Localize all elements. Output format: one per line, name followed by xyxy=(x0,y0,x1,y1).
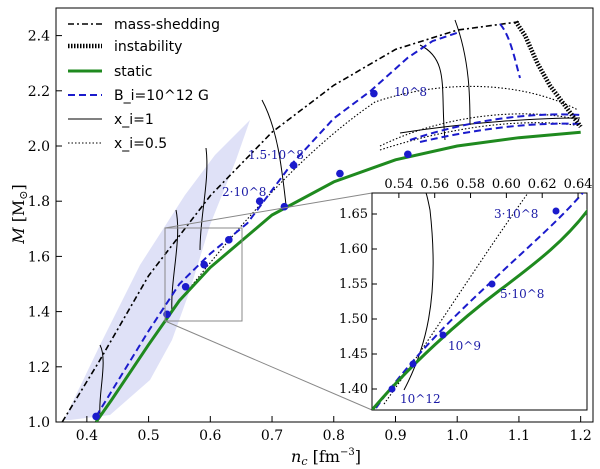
x-axis-label: nc [fm−3] xyxy=(291,447,361,468)
legend-label-static: static xyxy=(114,64,152,80)
inset-xi05-curve xyxy=(383,193,529,405)
legend-label-xi1: x_i=1 xyxy=(114,112,154,128)
inset-x-tick-label: 0.60 xyxy=(492,177,521,192)
field-marker xyxy=(200,260,208,269)
inset-x-tick-label: 0.58 xyxy=(456,177,485,192)
y-tick-label: 1.8 xyxy=(28,194,50,210)
inset-marker xyxy=(552,207,560,215)
x-tick-label: 0.9 xyxy=(384,428,406,444)
inset-annotation-5e8: 5·10^8 xyxy=(500,287,544,301)
x-tick-label: 0.6 xyxy=(199,428,221,444)
field-marker xyxy=(92,412,100,421)
xi1-curve xyxy=(99,344,104,416)
xi1-curve xyxy=(454,19,471,126)
shaded-region xyxy=(64,120,250,420)
legend-label-xi05: x_i=0.5 xyxy=(114,136,167,152)
y-tick-label: 2.0 xyxy=(28,139,50,155)
y-tick-label: 1.6 xyxy=(28,249,50,265)
annotation-1e8: 10^8 xyxy=(394,85,427,99)
xi05-curves xyxy=(169,85,583,314)
field-marker xyxy=(280,202,289,211)
x-tick-label: 1.2 xyxy=(570,428,592,444)
inset-y-tick-label: 1.55 xyxy=(339,277,368,292)
inset-y-tick-label: 1.50 xyxy=(339,312,368,327)
field-marker xyxy=(225,236,233,244)
y-axis-ticks: 1.0 1.2 1.4 1.6 1.8 2.0 2.2 2.4 xyxy=(28,29,62,431)
x-axis-ticks: 0.4 0.5 0.6 0.7 0.8 0.9 1.0 1.1 1.2 xyxy=(76,416,592,444)
zoom-connector xyxy=(164,192,373,229)
zoom-connector xyxy=(164,320,373,411)
inset-y-ticks: 1.40 1.45 1.50 1.55 1.60 1.65 xyxy=(339,207,377,397)
inset-annotation-1e9: 10^9 xyxy=(448,339,481,353)
inset-y-tick-label: 1.40 xyxy=(339,382,368,397)
field-marker xyxy=(370,89,378,98)
inset-annotation-3e8: 3·10^8 xyxy=(494,207,538,221)
field-curve xyxy=(419,122,583,143)
xi1-curve xyxy=(399,117,581,134)
field-marker xyxy=(289,161,298,170)
y-tick-label: 2.4 xyxy=(28,29,50,45)
field-curve xyxy=(499,23,521,79)
inset-marker xyxy=(488,280,496,288)
zoom-box xyxy=(164,227,243,322)
x-tick-label: 0.5 xyxy=(137,428,159,444)
inset-marker xyxy=(439,331,447,339)
inset-y-tick-label: 1.60 xyxy=(339,242,368,257)
inset-marker xyxy=(409,360,417,368)
inset-x-tick-label: 0.64 xyxy=(564,177,593,192)
legend-label-instability: instability xyxy=(114,39,182,55)
annotation-1p5e8: 1.5·10^8 xyxy=(248,148,304,162)
x-tick-label: 0.8 xyxy=(323,428,345,444)
annotation-2e8: 2·10^8 xyxy=(222,185,266,199)
inset-frame xyxy=(371,192,588,411)
x-tick-label: 1.1 xyxy=(508,428,530,444)
inset-y-tick-label: 1.65 xyxy=(339,207,368,222)
legend: mass-shedding instability static B_i=10^… xyxy=(68,17,220,152)
inset-marker xyxy=(388,385,396,393)
field-marker xyxy=(255,197,264,205)
inset-chart: 0.54 0.56 0.58 0.60 0.62 0.64 1.40 1.45 1.50 1.5… xyxy=(339,177,593,411)
mass-shedding-line xyxy=(61,21,520,422)
field-marker xyxy=(163,310,171,319)
xi1-curve xyxy=(199,147,208,251)
xi05-curve xyxy=(379,113,581,147)
x-tick-label: 0.7 xyxy=(261,428,283,444)
inset-x-tick-label: 0.54 xyxy=(384,177,413,192)
legend-label-field: B_i=10^12 G xyxy=(114,88,209,104)
y-tick-label: 2.2 xyxy=(28,84,50,100)
field-marker xyxy=(404,150,412,159)
xi1-curve xyxy=(261,99,287,206)
y-axis-label: M [M⊙] xyxy=(9,184,30,245)
xi1-curve xyxy=(171,209,179,313)
field-markers xyxy=(92,89,412,421)
instability-line xyxy=(513,20,583,129)
y-tick-label: 1.2 xyxy=(28,360,50,376)
y-tick-label: 1.0 xyxy=(28,415,50,431)
xi1-curve xyxy=(419,44,446,141)
inset-annotation-1e12: 10^12 xyxy=(400,392,441,406)
x-tick-label: 1.0 xyxy=(446,428,468,444)
field-marker xyxy=(181,282,190,291)
x-tick-label: 0.4 xyxy=(76,428,98,444)
static-curve xyxy=(94,130,581,422)
legend-label-mass-shedding: mass-shedding xyxy=(114,17,220,33)
field-curve xyxy=(409,113,583,141)
xi1-curves xyxy=(99,19,581,416)
inset-y-tick-label: 1.45 xyxy=(339,347,368,362)
inset-x-ticks: 0.54 0.56 0.58 0.60 0.62 0.64 xyxy=(384,177,593,198)
inset-static-curve xyxy=(372,209,587,410)
y-tick-label: 1.4 xyxy=(28,305,50,321)
inset-x-tick-label: 0.56 xyxy=(420,177,449,192)
field-marker xyxy=(336,169,344,178)
inset-x-tick-label: 0.62 xyxy=(528,177,557,192)
